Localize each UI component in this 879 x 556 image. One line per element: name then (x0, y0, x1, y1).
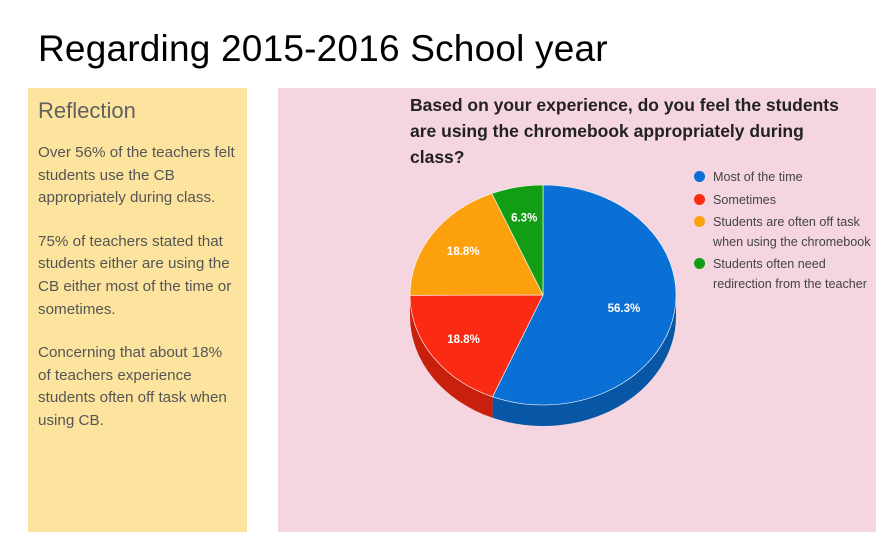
pie-side-1 (492, 295, 676, 427)
legend-item-3[interactable]: Students are often off task when using t… (694, 213, 874, 252)
legend-item-1[interactable]: Most of the time (694, 168, 874, 188)
pie-slices (409, 184, 677, 406)
legend-label-2: Sometimes (713, 192, 776, 207)
pie-data-label-4: 6.3% (511, 212, 537, 224)
chart-panel: 56.3% 18.8% 18.8% 6.3% Based on your experi… (278, 88, 876, 532)
pie-slice-2[interactable] (409, 294, 544, 398)
pie-data-label-2: 18.8% (447, 334, 480, 346)
reflection-paragraph-2: 75% of teachers stated that students eit… (38, 232, 232, 318)
legend-label-1: Most of the time (713, 170, 803, 184)
legend-label-3: Students are often off task when using t… (713, 215, 871, 249)
legend-item-2[interactable]: Sometimes (694, 191, 874, 211)
legend-swatch-1 (694, 171, 705, 182)
pie-data-labels: 56.3% 18.8% 18.8% 6.3% (447, 212, 640, 346)
legend-label-4: Students often need redirection from the… (713, 257, 867, 291)
chart-title: Based on your experience, do you feel th… (410, 95, 839, 167)
pie-chart: 56.3% 18.8% 18.8% 6.3% (409, 184, 677, 427)
reflection-paragraph-1: Over 56% of the teachers felt students u… (38, 144, 235, 207)
pie-slice-3[interactable] (409, 193, 544, 296)
reflection-paragraph-3: Concerning that about 18% of teachers ex… (38, 344, 227, 429)
pie-data-label-1: 56.3% (608, 303, 641, 315)
legend-swatch-2 (694, 193, 705, 205)
reflection-heading: Reflection (38, 98, 136, 123)
slide-title: Regarding 2015-2016 School year (38, 28, 608, 69)
pie-side-2 (410, 295, 493, 418)
reflection-box: Reflection Over 56% of the teachers felt… (28, 88, 247, 532)
legend-swatch-3 (694, 216, 705, 227)
chart-legend: Most of the time Sometimes Students are of… (694, 168, 874, 297)
legend-swatch-4 (694, 258, 705, 269)
legend-item-4[interactable]: Students often need redirection from the… (694, 255, 874, 294)
pie-slice-4[interactable] (491, 184, 544, 296)
pie-data-label-3: 18.8% (447, 246, 480, 258)
pie-slice-1[interactable] (492, 184, 677, 406)
